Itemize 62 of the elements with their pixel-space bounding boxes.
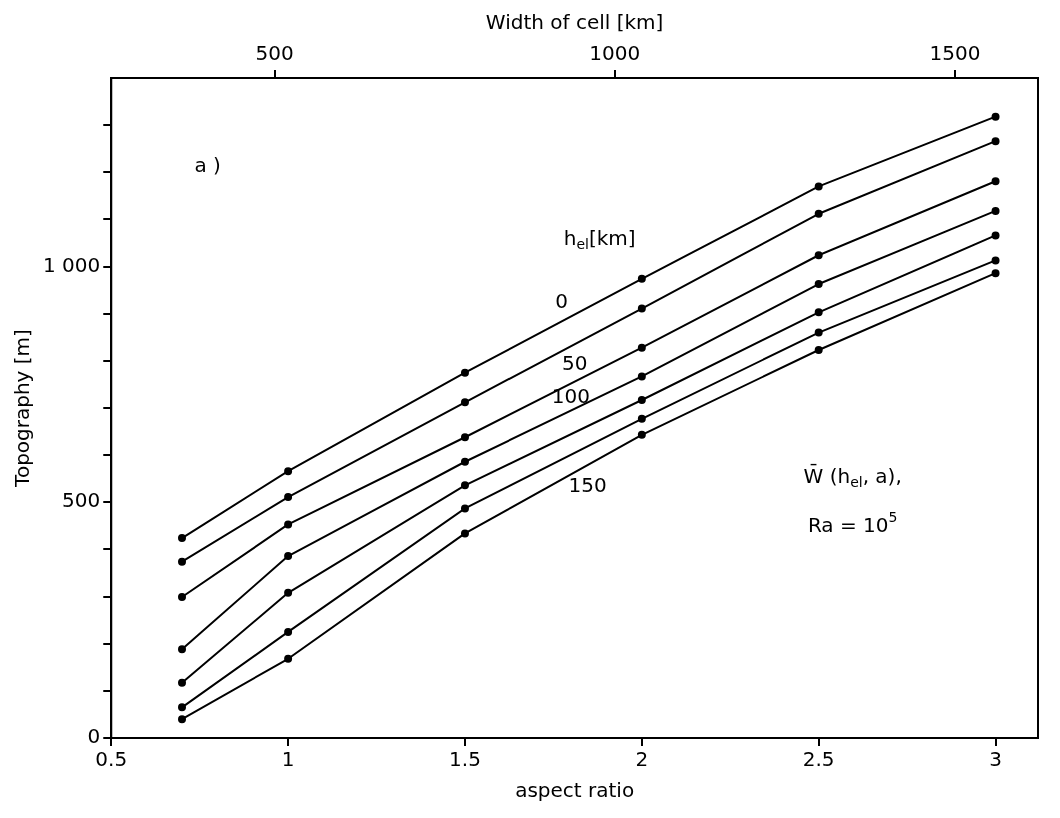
point xyxy=(814,209,823,218)
point xyxy=(460,529,469,538)
point xyxy=(460,457,469,466)
y-tick-label: 0 xyxy=(87,724,101,749)
point xyxy=(814,308,823,317)
point xyxy=(284,552,293,561)
point xyxy=(460,433,469,442)
point xyxy=(178,645,186,654)
point xyxy=(991,269,1000,278)
point xyxy=(814,280,823,289)
point xyxy=(460,504,469,513)
point xyxy=(284,654,293,663)
point xyxy=(284,520,293,529)
point xyxy=(637,430,646,439)
x-tick-label: 2.5 xyxy=(802,747,835,772)
point xyxy=(637,274,646,283)
y-tick-label: 500 xyxy=(62,488,101,513)
annotation: 100 xyxy=(551,383,591,408)
point xyxy=(284,627,293,636)
point xyxy=(637,372,646,381)
point xyxy=(637,414,646,423)
y-axis-title: Topography [m] xyxy=(10,329,35,488)
annotation: 150 xyxy=(568,473,607,498)
point xyxy=(178,557,186,566)
point xyxy=(814,328,823,337)
point xyxy=(178,678,186,687)
point xyxy=(178,534,186,543)
point xyxy=(460,398,469,407)
point xyxy=(178,593,186,602)
annotation: 0 xyxy=(555,288,569,313)
point xyxy=(814,251,823,260)
point xyxy=(178,703,186,712)
point xyxy=(284,588,293,597)
x-tick-label: 1 xyxy=(281,747,295,772)
point xyxy=(991,256,1000,265)
point xyxy=(284,493,293,502)
point xyxy=(991,177,1000,186)
point xyxy=(178,715,186,724)
point xyxy=(284,467,293,476)
point xyxy=(991,137,1000,146)
x2-tick-label: 500 xyxy=(255,41,294,66)
point xyxy=(991,206,1000,215)
x-tick-label: 0.5 xyxy=(95,747,128,772)
x-axis-title: aspect ratio xyxy=(515,778,635,803)
point xyxy=(814,346,823,355)
x2-tick-label: 1000 xyxy=(589,41,641,66)
point xyxy=(637,343,646,352)
point xyxy=(637,304,646,313)
x-tick-label: 1.5 xyxy=(449,747,481,772)
x-tick-label: 2 xyxy=(635,747,649,772)
point xyxy=(991,112,1000,121)
annotation: a ) xyxy=(194,153,221,178)
point xyxy=(637,395,646,404)
point xyxy=(814,182,823,191)
x2-axis-title: Width of cell [km] xyxy=(485,10,664,35)
point xyxy=(460,481,469,490)
x2-tick-label: 1500 xyxy=(929,41,981,66)
y-tick-label: 1 000 xyxy=(42,252,101,277)
point xyxy=(460,368,469,377)
x-tick-label: 3 xyxy=(989,747,1002,772)
point xyxy=(991,231,1000,240)
annotation: 50 xyxy=(561,351,588,376)
